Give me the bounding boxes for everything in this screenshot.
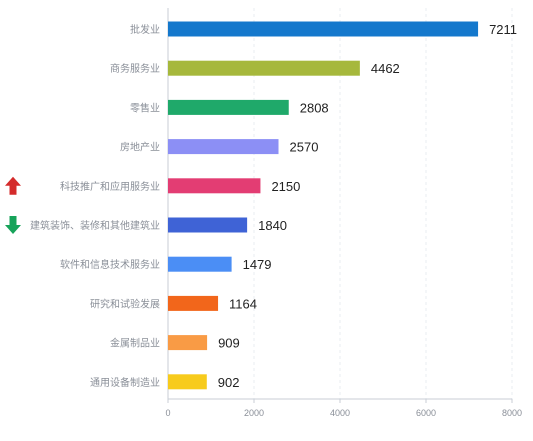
bar[interactable]: [168, 139, 279, 155]
value-label: 1164: [229, 296, 257, 311]
x-tick-label: 6000: [416, 408, 436, 418]
category-label: 软件和信息技术服务业: [60, 258, 160, 271]
bar[interactable]: [168, 99, 289, 115]
bar[interactable]: [168, 21, 479, 37]
grid-lines: [253, 8, 513, 399]
category-label: 建筑装饰、装修和其他建筑业: [30, 219, 160, 232]
category-label: 零售业: [130, 101, 160, 114]
bar[interactable]: [168, 335, 208, 351]
value-label: 7211: [489, 22, 517, 37]
value-label: 909: [218, 336, 240, 351]
bar[interactable]: [168, 295, 219, 311]
category-label: 科技推广和应用服务业: [60, 180, 160, 193]
bar[interactable]: [168, 60, 360, 76]
x-tick-label: 2000: [244, 408, 264, 418]
x-tick-label: 4000: [330, 408, 350, 418]
category-label: 房地产业: [120, 141, 160, 154]
value-label: 1840: [258, 218, 287, 233]
category-label: 商务服务业: [110, 62, 160, 75]
bar[interactable]: [168, 256, 232, 272]
category-label: 批发业: [130, 23, 160, 36]
value-label: 902: [218, 375, 240, 390]
down-arrow-icon: [5, 216, 21, 234]
up-arrow-icon: [5, 176, 21, 195]
category-label: 金属制品业: [110, 337, 160, 350]
bar[interactable]: [168, 374, 207, 390]
category-label: 通用设备制造业: [90, 376, 160, 389]
bar[interactable]: [168, 178, 261, 194]
bars-group: 批发业 7211 商务服务业 4462 零售业 2808 房地产业 2570 科技推广和应用服务…: [30, 21, 517, 390]
value-label: 2808: [300, 100, 329, 115]
bar[interactable]: [168, 217, 248, 233]
value-label: 4462: [371, 61, 400, 76]
x-tick-label: 0: [165, 408, 170, 418]
category-label: 研究和试验发展: [90, 297, 160, 310]
x-axis-ticks: 0 2000 4000 6000 8000: [165, 399, 522, 418]
trend-markers: [5, 176, 21, 234]
value-label: 1479: [243, 257, 272, 272]
value-label: 2150: [271, 179, 300, 194]
value-label: 2570: [290, 140, 319, 155]
x-tick-label: 8000: [502, 408, 522, 418]
